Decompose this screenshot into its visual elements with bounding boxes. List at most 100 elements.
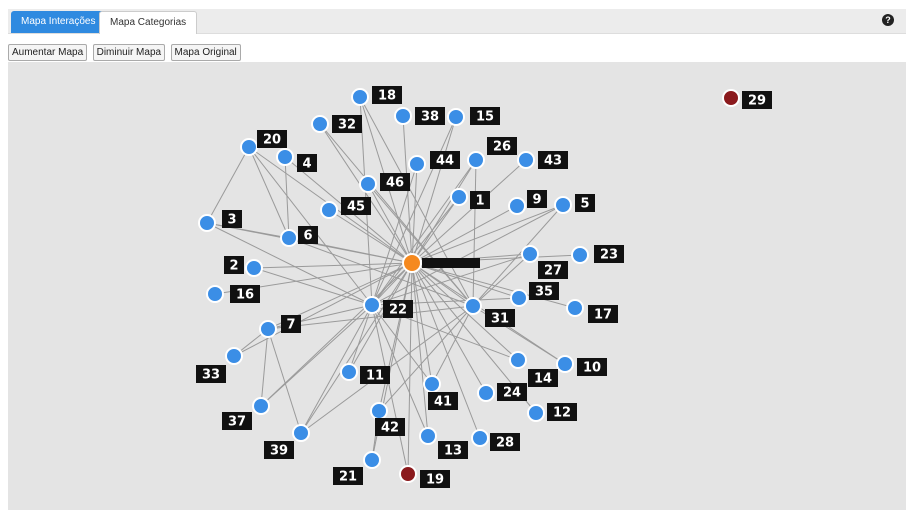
node — [394, 107, 412, 125]
edge — [378, 305, 474, 412]
node — [320, 201, 338, 219]
node-label-box — [332, 115, 362, 133]
node-label-box — [230, 285, 260, 303]
node-label: 20 — [263, 133, 281, 148]
node-label-box — [298, 226, 318, 244]
node — [517, 151, 535, 169]
edge — [411, 205, 518, 264]
edge — [411, 262, 429, 437]
node-label-box — [575, 194, 595, 212]
node — [359, 175, 377, 193]
node-label-box — [380, 173, 410, 191]
node-label-box — [224, 256, 244, 274]
node-label: 23 — [600, 248, 618, 263]
node — [521, 245, 539, 263]
edge — [328, 209, 413, 264]
node-label-box — [222, 210, 242, 228]
node-label-box — [375, 418, 405, 436]
node-label-box — [497, 383, 527, 401]
node-label: 26 — [493, 140, 511, 155]
node-label-box — [257, 130, 287, 148]
node-label-box — [420, 470, 450, 488]
node-label-box — [297, 154, 317, 172]
node-label: 3 — [227, 213, 236, 228]
edge — [206, 222, 290, 239]
node-label: 29 — [748, 94, 766, 109]
node — [509, 351, 527, 369]
edge — [260, 328, 269, 407]
edge — [233, 262, 413, 357]
edge — [359, 96, 474, 307]
node-label-box — [372, 86, 402, 104]
tab[interactable]: Mapa Categorias — [99, 11, 198, 34]
node-label-box — [360, 366, 390, 384]
edge — [348, 304, 373, 373]
node-label: 45 — [347, 200, 365, 215]
node-label: 24 — [503, 386, 521, 401]
node — [566, 299, 584, 317]
edge — [371, 159, 477, 306]
node-label: 17 — [594, 308, 612, 323]
node-label-box — [528, 369, 558, 387]
node-label: 5 — [580, 197, 589, 212]
button[interactable]: Mapa Original — [170, 44, 241, 61]
help-icon[interactable]: ? — [882, 14, 894, 26]
node-label-box — [415, 107, 445, 125]
node — [477, 384, 495, 402]
node — [351, 88, 369, 106]
edge — [472, 204, 564, 307]
edge — [371, 304, 409, 475]
node — [225, 347, 243, 365]
node-label-box — [538, 261, 568, 279]
node-label: 42 — [381, 421, 399, 436]
node-label: 2 — [229, 259, 238, 274]
button[interactable]: Diminuir Mapa — [92, 44, 166, 61]
node — [571, 246, 589, 264]
node-label: 15 — [476, 110, 494, 125]
node-label: 6 — [303, 229, 312, 244]
node — [340, 363, 358, 381]
node — [240, 138, 258, 156]
node — [510, 289, 528, 307]
node — [527, 404, 545, 422]
edge — [260, 262, 413, 407]
node-label: 16 — [236, 288, 254, 303]
edge — [300, 304, 373, 434]
node-label-box — [594, 245, 624, 263]
edge — [411, 159, 527, 264]
node-label: 21 — [339, 470, 357, 485]
edge — [206, 146, 250, 224]
edge — [284, 156, 290, 239]
node-label-box — [470, 107, 500, 125]
node — [311, 115, 329, 133]
edge — [371, 204, 564, 306]
node-label: 19 — [426, 473, 444, 488]
edge — [411, 163, 418, 264]
button[interactable]: Aumentar Mapa — [8, 44, 88, 61]
node — [722, 89, 740, 107]
node-label: 43 — [544, 154, 562, 169]
node — [259, 320, 277, 338]
tab[interactable]: Mapa Interações — [11, 11, 106, 33]
node-label: 9 — [532, 193, 541, 208]
node-label-box — [430, 151, 460, 169]
edge — [253, 262, 413, 269]
node — [423, 375, 441, 393]
node — [447, 108, 465, 126]
edge — [411, 204, 564, 264]
node — [556, 355, 574, 373]
edge — [411, 159, 477, 264]
node — [370, 402, 388, 420]
edge — [288, 237, 474, 307]
node-label-box — [485, 309, 515, 327]
node — [419, 427, 437, 445]
node-label: 4 — [302, 157, 311, 172]
node — [508, 197, 526, 215]
node — [198, 214, 216, 232]
edge — [411, 262, 576, 309]
node-label-box — [529, 282, 559, 300]
center-label — [422, 258, 480, 268]
node-label: 11 — [366, 369, 384, 384]
node-label: 28 — [496, 436, 514, 451]
